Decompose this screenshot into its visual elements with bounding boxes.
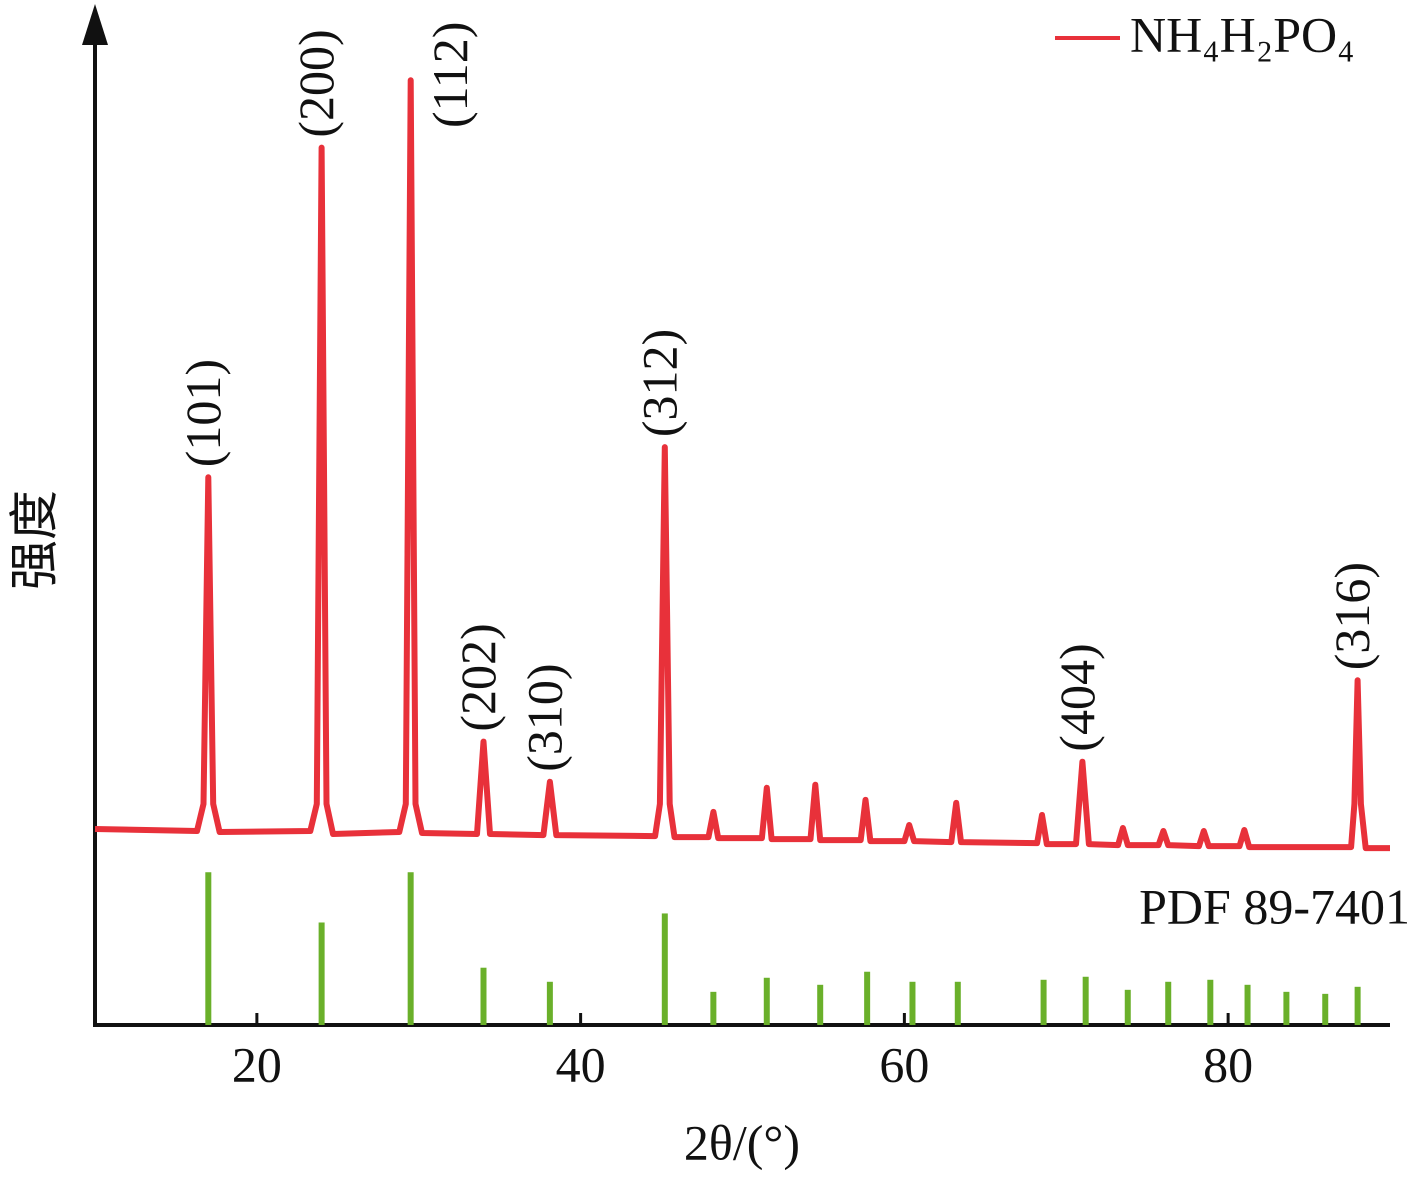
x-axis-label: 2θ/(°) bbox=[684, 1114, 800, 1170]
reference-stick bbox=[1244, 984, 1251, 1025]
reference-stick bbox=[763, 977, 770, 1025]
peak-label: (316) bbox=[1324, 562, 1380, 670]
peak-label: (112) bbox=[422, 22, 478, 128]
reference-stick bbox=[1283, 991, 1290, 1025]
reference-stick bbox=[1165, 981, 1172, 1025]
data-line bbox=[94, 77, 1390, 852]
y-axis-label: 强度 bbox=[6, 490, 62, 590]
legend-label: NH₄H₂PO₄ bbox=[1130, 6, 1355, 62]
x-tick-label: 80 bbox=[1203, 1036, 1253, 1092]
reference-stick bbox=[205, 872, 212, 1025]
reference-stick bbox=[546, 981, 553, 1025]
reference-stick bbox=[1322, 993, 1329, 1025]
peak-label: (200) bbox=[288, 29, 344, 137]
peak-label: (101) bbox=[175, 359, 231, 467]
reference-stick bbox=[1354, 986, 1361, 1025]
reference-stick bbox=[864, 971, 871, 1025]
reference-label: PDF 89-7401 bbox=[1139, 878, 1410, 934]
reference-stick bbox=[710, 991, 717, 1025]
x-tick-label: 40 bbox=[556, 1036, 606, 1092]
reference-stick bbox=[909, 981, 916, 1025]
reference-stick bbox=[817, 984, 824, 1025]
reference-stick bbox=[407, 872, 414, 1025]
y-axis-arrow bbox=[82, 4, 108, 45]
reference-stick bbox=[318, 922, 325, 1025]
x-tick-label: 20 bbox=[232, 1036, 282, 1092]
x-tick-label: 60 bbox=[879, 1036, 929, 1092]
reference-stick bbox=[1082, 976, 1089, 1025]
reference-stick bbox=[480, 967, 487, 1025]
reference-stick bbox=[1040, 979, 1047, 1025]
peak-label: (310) bbox=[516, 663, 572, 771]
peak-label: (404) bbox=[1049, 643, 1105, 751]
reference-stick bbox=[661, 913, 668, 1025]
reference-stick bbox=[1207, 979, 1214, 1025]
peak-label: (312) bbox=[631, 329, 687, 437]
reference-stick bbox=[1124, 989, 1131, 1025]
reference-stick bbox=[954, 981, 961, 1025]
peak-label: (202) bbox=[450, 623, 506, 731]
